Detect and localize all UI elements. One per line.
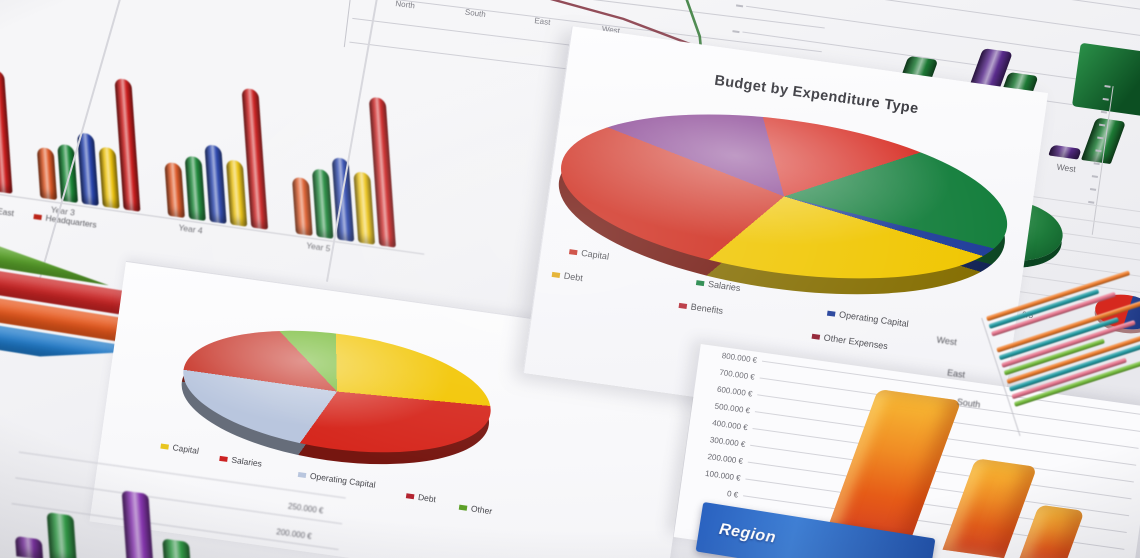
small-pie — [173, 313, 499, 483]
legend-label: Salaries — [230, 454, 263, 469]
y-axis-label: West — [935, 334, 958, 348]
legend-item: Other — [458, 502, 493, 517]
debt-swatch — [405, 493, 415, 500]
legend-item: Capital — [160, 441, 200, 456]
bar — [291, 176, 313, 236]
legend-label: Benefits — [690, 301, 724, 317]
legend-item: Debt — [551, 269, 583, 283]
legend-item: Debt — [405, 490, 437, 505]
bar — [1048, 144, 1082, 160]
y-axis-label: South — [956, 396, 981, 410]
bar — [76, 132, 99, 206]
legend-item: Benefits — [678, 300, 724, 317]
year-group: Year 3 — [36, 70, 160, 218]
bar — [0, 68, 13, 194]
legend-label: East — [0, 205, 15, 219]
axis-tick-label: 0 € — [726, 489, 739, 500]
pair-label: West — [1056, 161, 1077, 175]
bar — [121, 490, 155, 558]
legend-label: Debt — [563, 270, 584, 284]
year-group: Year 2 — [0, 60, 31, 194]
bar — [204, 144, 227, 224]
legend-label: Other Expenses — [823, 332, 889, 352]
bar — [184, 155, 206, 221]
bar — [14, 535, 44, 558]
other-swatch — [458, 504, 468, 511]
capital-swatch — [568, 249, 578, 256]
year-group: Year 4 — [164, 80, 289, 236]
axis-tick-label: 200.000 € — [275, 527, 313, 542]
legend-item: Other Expenses — [811, 331, 889, 352]
year-bar-legend: East Headquarters — [0, 204, 97, 230]
year-group-label: Year 5 — [305, 240, 332, 254]
budget-pie-title: Budget by Expenditure Type — [713, 72, 920, 118]
axis-tick-label: 250.000 € — [287, 501, 324, 516]
bar — [162, 538, 192, 558]
bar — [164, 161, 185, 219]
salaries-swatch — [695, 280, 705, 287]
bar — [46, 512, 77, 558]
year-group-label: Year 4 — [177, 222, 204, 236]
tick-mark — [735, 4, 744, 8]
tick-mark — [732, 30, 740, 34]
bar — [311, 168, 334, 239]
legend-item: East — [0, 204, 15, 218]
debt-swatch — [551, 272, 561, 279]
bar — [353, 171, 376, 245]
pairs-grid — [711, 0, 1140, 117]
bar — [36, 146, 58, 201]
operating-capital-swatch — [826, 310, 836, 317]
region-banner-label: Region — [717, 520, 778, 547]
capital-swatch — [160, 443, 169, 450]
benefits-swatch — [678, 303, 688, 310]
legend-item: Operating Capital — [826, 308, 910, 329]
hbar-strips — [981, 270, 1140, 437]
legend-label: Operating Capital — [838, 309, 910, 329]
budget-pie — [548, 88, 1018, 319]
legend-label: Other — [470, 503, 493, 517]
legend-label: Debt — [417, 491, 437, 505]
y-axis-label: East — [946, 367, 966, 380]
headquarters-swatch — [33, 214, 42, 221]
other-expenses-swatch — [811, 333, 821, 340]
bar — [225, 158, 248, 227]
salaries-swatch — [219, 456, 228, 463]
bar — [98, 146, 120, 209]
legend-label: Capital — [171, 442, 200, 456]
